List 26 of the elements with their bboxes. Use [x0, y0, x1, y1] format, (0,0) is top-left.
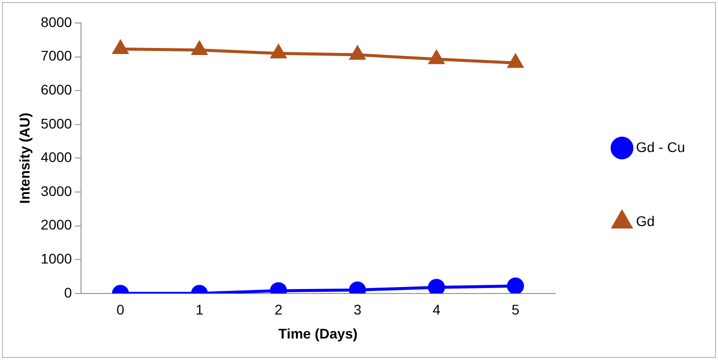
point	[112, 40, 128, 54]
y-axis-title: Intensity (AU)	[16, 112, 32, 204]
y-tick-label: 6000	[40, 81, 72, 98]
y-tick-label: 8000	[40, 14, 72, 30]
legend-label: Gd	[636, 212, 655, 229]
point	[508, 54, 524, 68]
point	[350, 46, 366, 60]
y-tick-label: 1000	[40, 250, 72, 266]
point	[270, 44, 286, 58]
point	[428, 278, 445, 294]
y-tick-label: 7000	[40, 48, 72, 64]
y-tick-label: 5000	[40, 115, 72, 132]
x-tick-label: 0	[116, 302, 125, 318]
point	[428, 50, 444, 64]
x-tick-label: 2	[274, 302, 283, 318]
x-tick-label: 5	[512, 302, 520, 318]
y-tick-label: 4000	[40, 149, 72, 166]
x-tick-label: 4	[432, 302, 441, 318]
legend-label: Gd - Cu	[636, 138, 685, 155]
y-tick-label: 2000	[40, 216, 72, 233]
x-axis-title: Time (Days)	[278, 325, 358, 342]
point	[192, 42, 208, 56]
x-tick-label: 3	[354, 302, 362, 318]
x-tick-label: 1	[196, 302, 204, 318]
y-tick-label: 0	[64, 284, 72, 300]
y-tick-label: 3000	[40, 182, 72, 199]
